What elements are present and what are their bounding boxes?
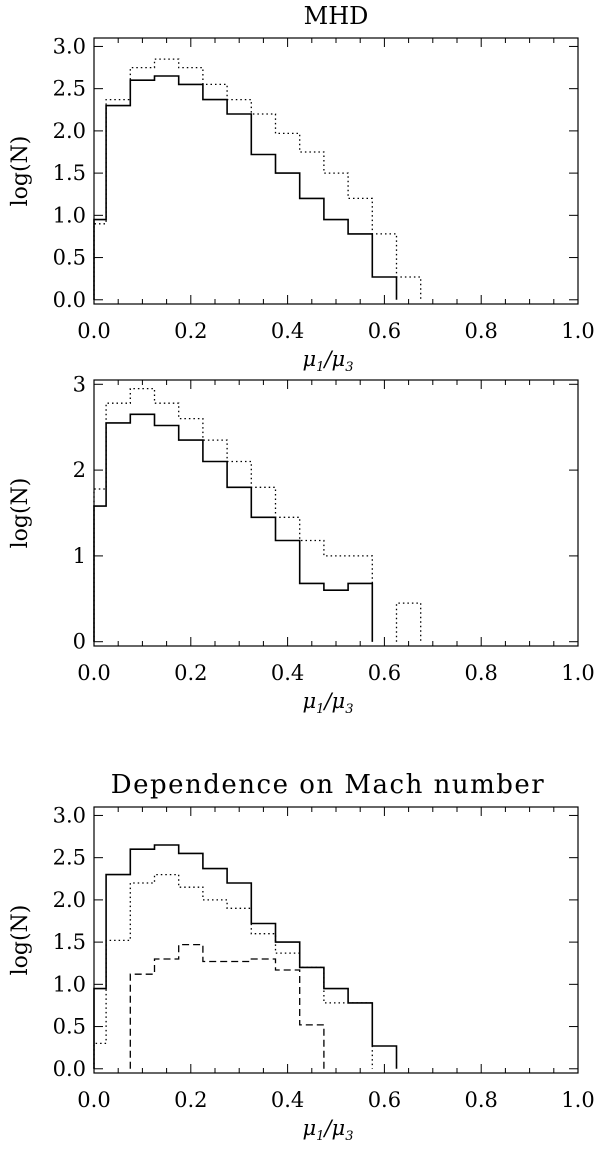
panel-1: 0.0 0.2 0.4 0.6 0.8 1.0 0.0 0.5 1.0 1.5 2.0 2.5 3.0 M… xyxy=(8,2,595,375)
series-solid-line xyxy=(93,413,374,642)
plot-frame xyxy=(93,37,579,305)
y-axis-label: log(N) xyxy=(8,478,33,549)
y-tick-label: 2.5 xyxy=(53,846,86,870)
series-dotted-line xyxy=(93,387,422,642)
x-axis-label: μ1/μ3 xyxy=(303,689,354,717)
x-tick-label: 0.2 xyxy=(174,1088,207,1112)
y-tick-label: 3 xyxy=(73,372,86,396)
series-dashed-line xyxy=(129,943,325,1069)
y-tick-label: 1 xyxy=(73,544,86,568)
panel-2: 0.0 0.2 0.4 0.6 0.8 1.0 0 1 2 3 μ1/μ3 log(N) xyxy=(8,372,595,717)
plot-frame xyxy=(93,806,579,1074)
y-tick-label: 2.5 xyxy=(53,77,86,101)
chart-title: MHD xyxy=(304,2,369,30)
y-tick-label: 3.0 xyxy=(53,803,86,827)
y-axis-label: log(N) xyxy=(8,136,33,207)
y-tick-label: 0.0 xyxy=(53,1057,86,1081)
x-tick-label: 0.6 xyxy=(368,1088,401,1112)
x-tick-label: 0.0 xyxy=(77,1088,110,1112)
y-tick-label: 1.0 xyxy=(53,203,86,227)
y-tick-label: 2 xyxy=(73,458,86,482)
x-tick-label: 0.6 xyxy=(368,661,401,685)
x-tick-label: 0.8 xyxy=(464,661,497,685)
y-tick-label: 0.5 xyxy=(53,1015,86,1039)
series-dotted-line xyxy=(93,873,373,1069)
y-tick-label: 2.0 xyxy=(53,888,86,912)
panel-3: 0.0 0.2 0.4 0.6 0.8 1.0 0.0 0.5 1.0 1.5 2.0 2.5 3.0 D… xyxy=(8,770,595,1144)
y-axis-label: log(N) xyxy=(8,905,33,976)
y-tick-label: 2.0 xyxy=(53,119,86,143)
x-tick-label: 0.4 xyxy=(271,661,304,685)
x-axis-label: μ1/μ3 xyxy=(303,1116,354,1144)
series-solid-line xyxy=(93,75,398,300)
x-tick-label: 0.2 xyxy=(174,661,207,685)
y-tick-label: 0.5 xyxy=(53,246,86,270)
y-tick-label: 1.5 xyxy=(53,161,86,185)
x-tick-label: 1.0 xyxy=(561,1088,594,1112)
x-tick-label: 0.8 xyxy=(464,319,497,343)
y-tick-label: 0 xyxy=(73,630,86,654)
plot-frame xyxy=(93,379,579,647)
series-solid-line xyxy=(93,844,398,1069)
x-tick-label: 0.2 xyxy=(174,319,207,343)
x-axis-label: μ1/μ3 xyxy=(303,347,354,375)
x-tick-label: 0.4 xyxy=(271,1088,304,1112)
y-tick-label: 1.0 xyxy=(53,972,86,996)
y-tick-label: 1.5 xyxy=(53,930,86,954)
x-tick-label: 0.6 xyxy=(368,319,401,343)
chart-title: Dependence on Mach number xyxy=(111,770,545,800)
y-tick-label: 3.0 xyxy=(53,34,86,58)
series-dotted-line xyxy=(93,58,422,300)
x-tick-label: 0.0 xyxy=(77,319,110,343)
x-tick-label: 1.0 xyxy=(561,319,594,343)
x-tick-label: 0.8 xyxy=(464,1088,497,1112)
x-tick-label: 1.0 xyxy=(561,661,594,685)
x-tick-label: 0.0 xyxy=(77,661,110,685)
x-tick-label: 0.4 xyxy=(271,319,304,343)
y-tick-label: 0.0 xyxy=(53,288,86,312)
